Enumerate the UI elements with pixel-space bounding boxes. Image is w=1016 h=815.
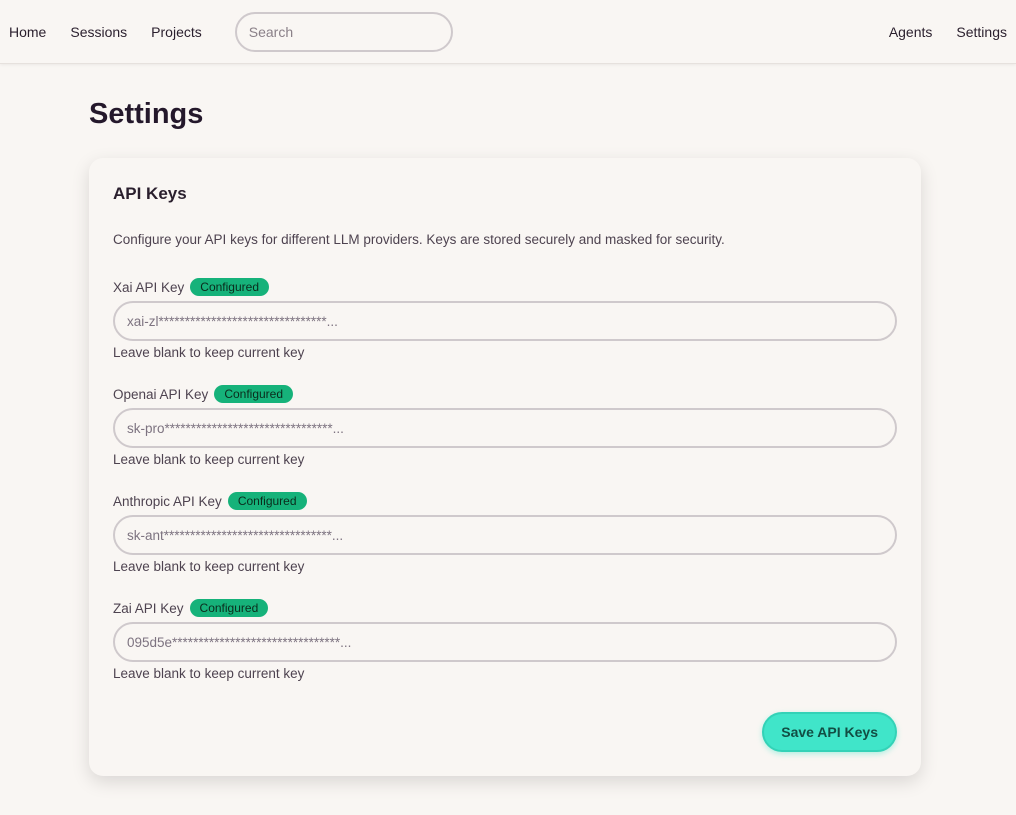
- openai-api-key-input[interactable]: [113, 408, 897, 448]
- api-keys-card: API Keys Configure your API keys for dif…: [89, 158, 921, 776]
- field-hint: Leave blank to keep current key: [113, 666, 305, 681]
- status-badge: Configured: [214, 385, 294, 403]
- field-hint: Leave blank to keep current key: [113, 345, 305, 360]
- field-openai: Openai API Key Configured Leave blank to …: [113, 384, 897, 467]
- top-nav: Home Sessions Projects Agents Settings: [0, 0, 1016, 64]
- nav-settings[interactable]: Settings: [956, 23, 1007, 40]
- xai-api-key-input[interactable]: [113, 301, 897, 341]
- nav-projects[interactable]: Projects: [151, 23, 202, 40]
- field-hint: Leave blank to keep current key: [113, 452, 305, 467]
- nav-agents[interactable]: Agents: [888, 23, 933, 40]
- card-description: Configure your API keys for different LL…: [113, 232, 725, 247]
- field-zai: Zai API Key Configured Leave blank to kee…: [113, 598, 897, 681]
- nav-home[interactable]: Home: [9, 23, 47, 40]
- status-badge: Configured: [190, 278, 270, 296]
- field-xai: Xai API Key Configured Leave blank to kee…: [113, 277, 897, 360]
- save-api-keys-button[interactable]: Save API Keys: [762, 712, 897, 752]
- page-title: Settings: [89, 98, 204, 130]
- field-hint: Leave blank to keep current key: [113, 559, 305, 574]
- anthropic-api-key-input[interactable]: [113, 515, 897, 555]
- card-title: API Keys: [113, 184, 187, 203]
- field-label: Zai API Key: [113, 600, 184, 616]
- field-label: Xai API Key: [113, 279, 185, 295]
- field-anthropic: Anthropic API Key Configured Leave blank …: [113, 491, 897, 574]
- status-badge: Configured: [189, 599, 269, 617]
- nav-sessions[interactable]: Sessions: [70, 23, 128, 40]
- search-input[interactable]: [234, 11, 453, 52]
- status-badge: Configured: [227, 492, 307, 510]
- field-label: Anthropic API Key: [113, 493, 222, 509]
- field-label: Openai API Key: [113, 386, 209, 402]
- zai-api-key-input[interactable]: [113, 622, 897, 662]
